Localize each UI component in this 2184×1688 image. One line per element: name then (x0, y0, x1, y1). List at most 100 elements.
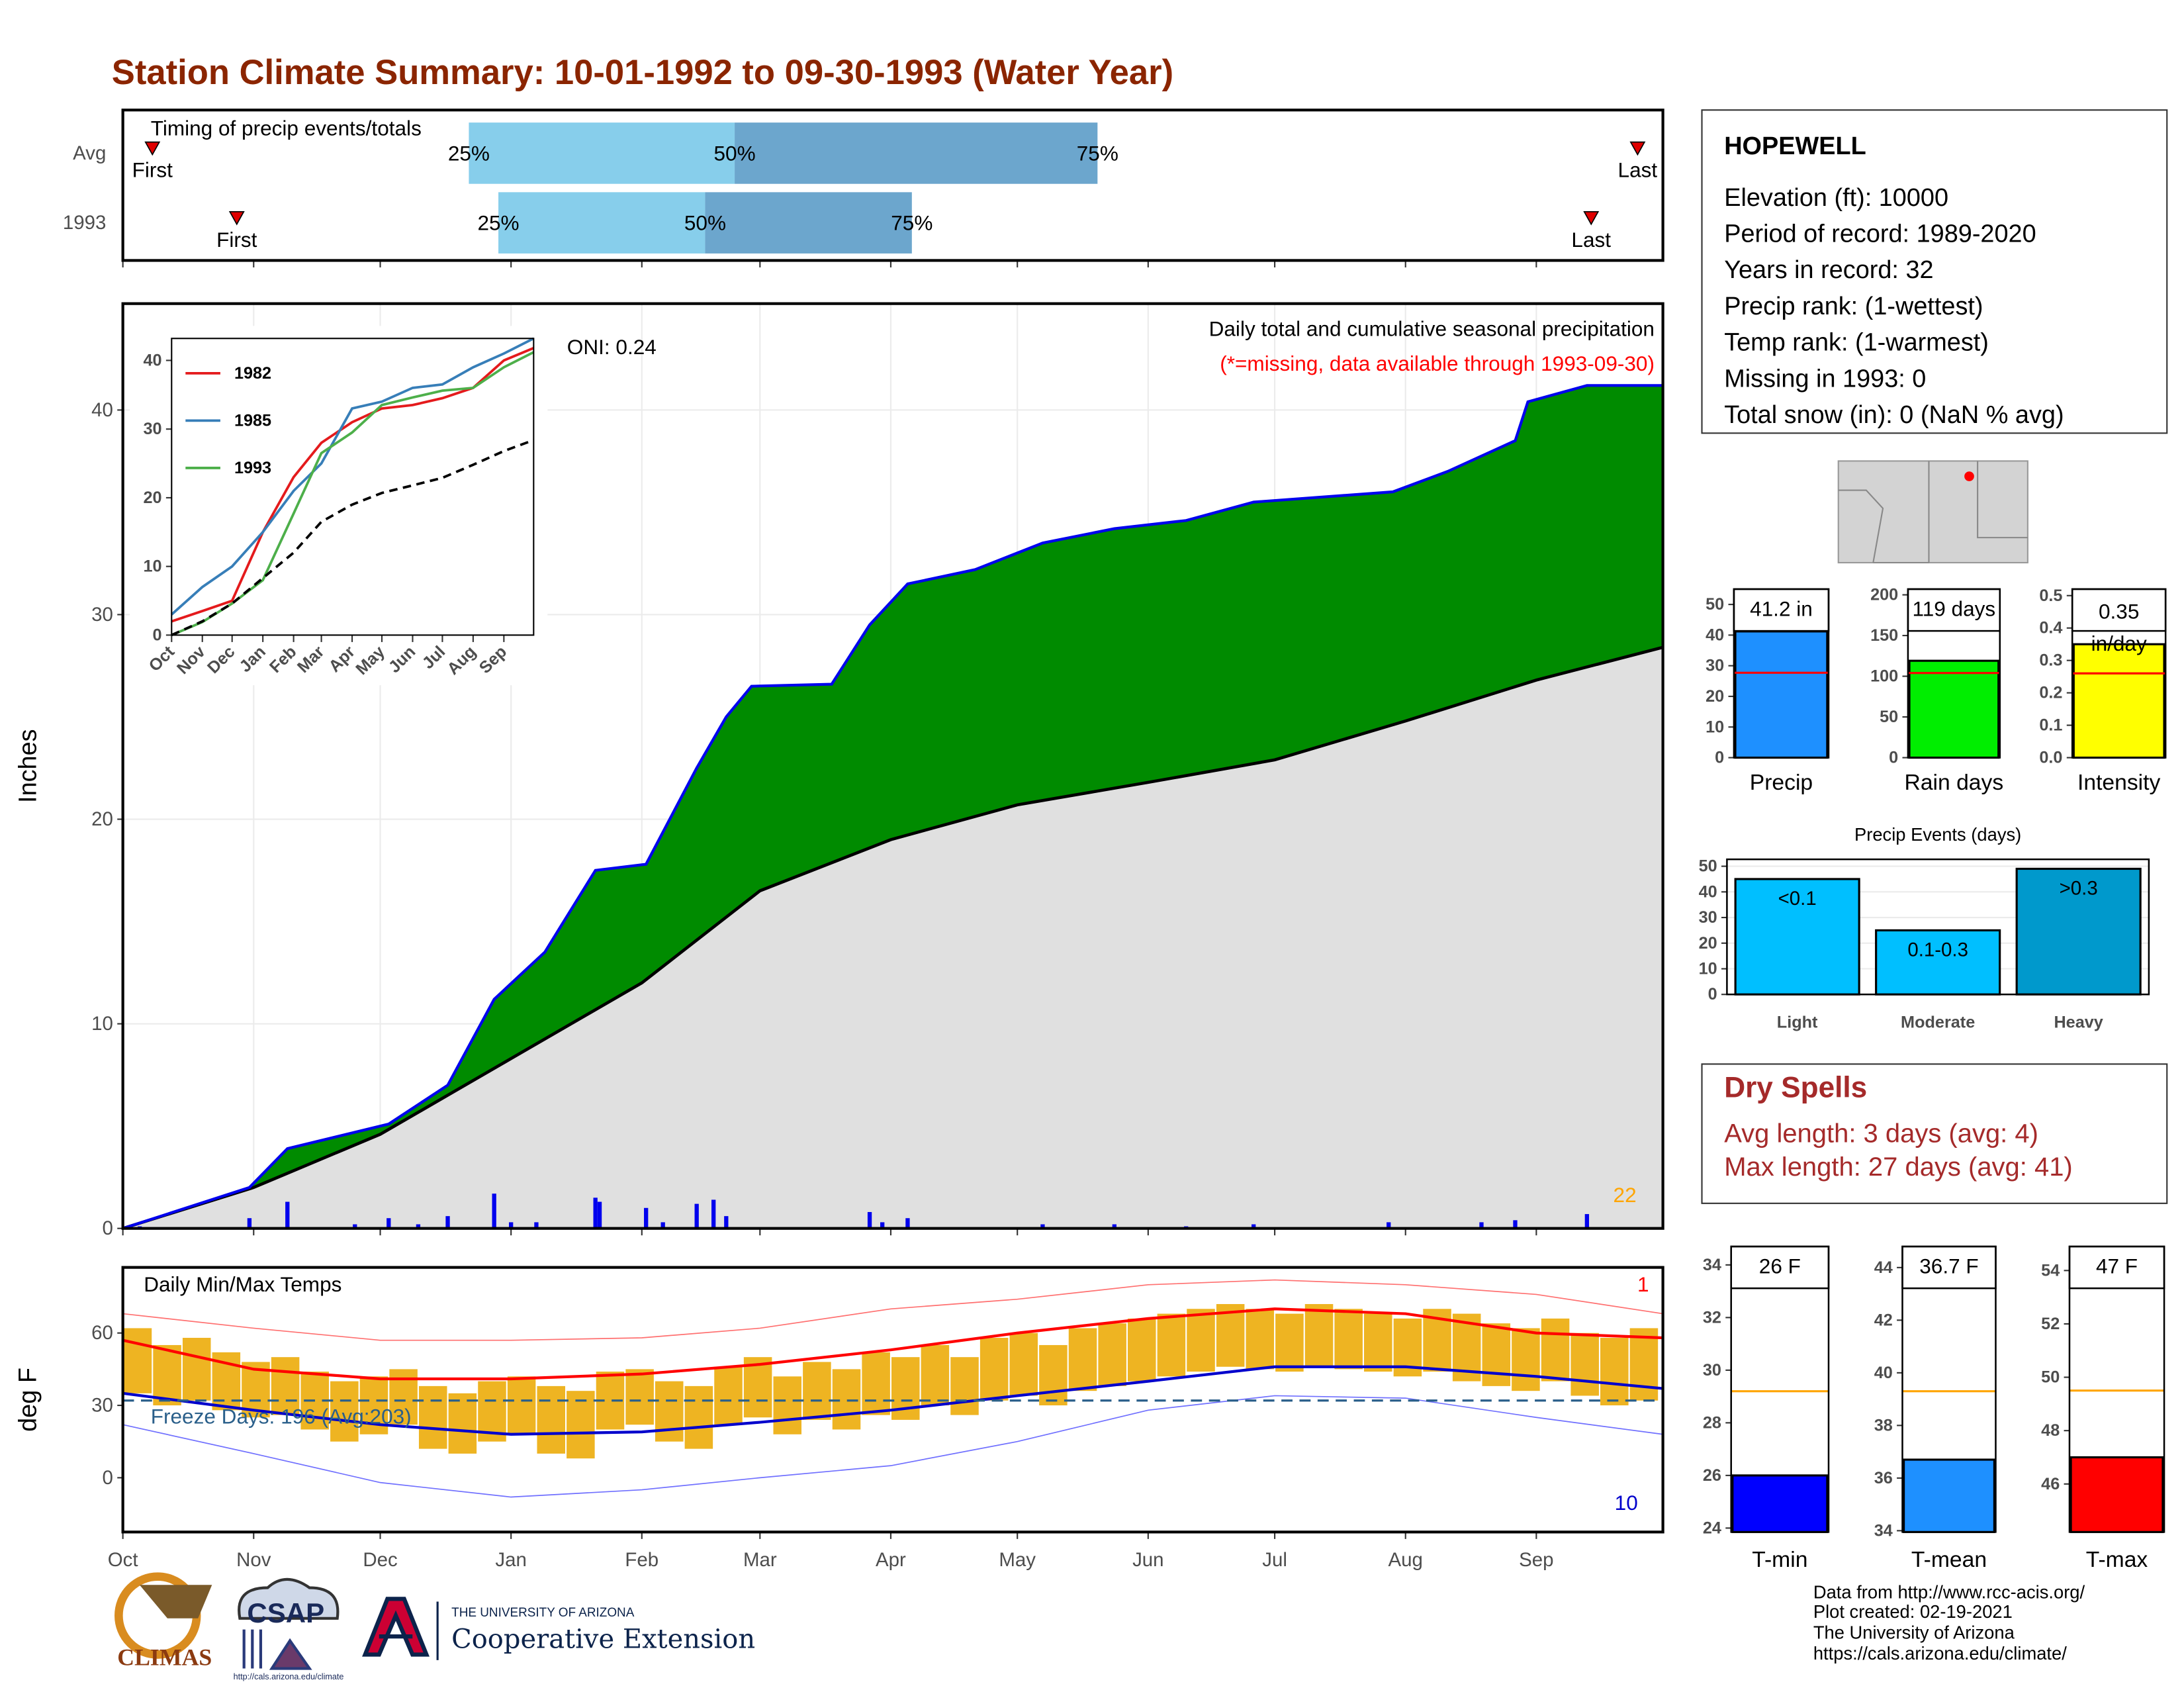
x-tick-label: Intensity (2077, 771, 2161, 795)
y-tick-label: 10 (1699, 960, 1717, 978)
temp-range-bar (1157, 1313, 1186, 1377)
y-tick-label: 20 (1706, 687, 1724, 706)
chart-title: Timing of precip events/totals (151, 117, 422, 140)
station-frame (1701, 109, 2168, 434)
y-tick-label: 20 (143, 489, 161, 507)
daily-precip-bar (597, 1201, 602, 1229)
y-tick-label: 0 (103, 1467, 113, 1489)
y-tick-label: 10 (143, 557, 161, 576)
x-tick-label: Nov (236, 1549, 271, 1571)
y-tick-label: 28 (1703, 1413, 1721, 1432)
temp-range-bar (625, 1369, 654, 1425)
temp-range-bar (1629, 1328, 1659, 1401)
bar (1875, 929, 2001, 996)
y-tick-label: 48 (2041, 1421, 2060, 1440)
series-line (171, 439, 534, 637)
panel-frame (171, 338, 535, 636)
x-tick-label: Sep (1519, 1549, 1553, 1571)
temp-range-bar (1364, 1313, 1392, 1372)
temp-range-bar (1482, 1323, 1511, 1386)
temp-range-bar (1304, 1303, 1334, 1367)
y-tick-label: 34 (1703, 1256, 1721, 1274)
x-tick-label: Aug (1388, 1549, 1423, 1571)
station-line: Total snow (in): 0 (NaN % avg) (1724, 401, 2064, 429)
station-location (1964, 471, 1974, 481)
daily-precip-bar (1479, 1222, 1484, 1229)
temp-range-bar (1512, 1328, 1540, 1391)
quantile-label: 25% (448, 141, 490, 165)
chart-title: Daily total and cumulative seasonal prec… (1209, 317, 1655, 341)
quantile-label: 75% (891, 211, 933, 235)
bar (2015, 867, 2142, 996)
temp-range-bar (448, 1393, 477, 1454)
temp-range-bar (714, 1366, 743, 1425)
daily-precip-bar (694, 1203, 699, 1229)
station-line: Years in record: 32 (1724, 256, 1933, 284)
record-high-count: 1 (1637, 1272, 1649, 1296)
row-label: 1993 (63, 212, 107, 234)
temp-range-bar (862, 1352, 890, 1415)
y-axis-label: Inches (15, 729, 42, 803)
y-tick-label: 10 (1706, 718, 1724, 736)
bar (1903, 1458, 1995, 1533)
daily-precip-bar (1584, 1214, 1590, 1229)
quantile-bar (498, 192, 705, 254)
daily-precip-bar (1040, 1224, 1045, 1229)
legend-label: 1985 (234, 411, 271, 430)
x-tick-label: Precip (1750, 771, 1813, 795)
temp-range-bar (1216, 1303, 1245, 1367)
series-line (171, 351, 535, 637)
temp-range-bar (1128, 1318, 1156, 1382)
y-tick-label: 0.0 (2039, 749, 2062, 767)
chart-title: Precip Events (days) (1854, 824, 2021, 845)
daily-precip-bar (711, 1199, 716, 1229)
daily-precip-bar (416, 1224, 421, 1229)
panel-frame (1907, 588, 2001, 759)
y-tick-label: 0 (1708, 985, 1717, 1004)
bar-label: 0.1-0.3 (1907, 939, 1968, 961)
csap-url: http://cals.arizona.edu/climate (234, 1672, 344, 1681)
daily-precip-bar (660, 1222, 665, 1229)
temp-range-bar (330, 1381, 359, 1442)
value-label-box (1901, 1245, 1997, 1289)
y-tick-label: 30 (1703, 1361, 1721, 1380)
chart-subtitle: (*=missing, data available through 1993-… (1220, 352, 1655, 375)
dry-spells-line: Max length: 27 days (avg: 41) (1724, 1152, 2073, 1182)
event-label: First (132, 158, 173, 182)
temp-range-bar (1600, 1338, 1629, 1406)
value-label: 0.35 in/day (2091, 600, 2147, 655)
temp-range-bar (153, 1344, 181, 1406)
daily-precip-bar (247, 1218, 252, 1229)
panel-frame (121, 1266, 1664, 1534)
annotation: Freeze Days: 196 (Avg:203) (151, 1405, 412, 1429)
quantile-label: 25% (477, 211, 519, 235)
event-label: First (216, 228, 257, 252)
x-tick-label: Oct (108, 1549, 138, 1571)
quantile-bar (705, 192, 912, 254)
event-label: Last (1571, 228, 1611, 252)
bar (1734, 878, 1860, 996)
normal-area (122, 647, 1663, 1229)
value-label-box (2068, 1245, 2165, 1289)
x-tick-label: Mar (743, 1549, 777, 1571)
x-tick-label: Jan (495, 1549, 526, 1571)
daily-precip-bar (1513, 1220, 1518, 1229)
y-tick-label: 46 (2041, 1475, 2060, 1493)
temp-range-bar (979, 1338, 1009, 1401)
temp-range-bar (123, 1328, 152, 1393)
value-label: 26 F (1759, 1254, 1801, 1278)
x-tick-label: T-max (2086, 1548, 2148, 1572)
y-tick-label: 42 (1874, 1311, 1893, 1329)
daily-precip-bar (905, 1218, 910, 1229)
y-tick-label: 44 (1874, 1258, 1893, 1277)
record-line (122, 1395, 1663, 1498)
y-tick-label: 0 (153, 626, 162, 644)
temp-range-bar (1334, 1309, 1363, 1370)
temp-range-bar (1570, 1333, 1599, 1396)
y-tick-label: 30 (91, 1395, 113, 1417)
temp-range-bar (1039, 1344, 1068, 1406)
y-tick-label: 60 (91, 1322, 113, 1344)
y-tick-label: 40 (143, 351, 161, 369)
page-title: Station Climate Summary: 10-01-1992 to 0… (112, 53, 1173, 92)
